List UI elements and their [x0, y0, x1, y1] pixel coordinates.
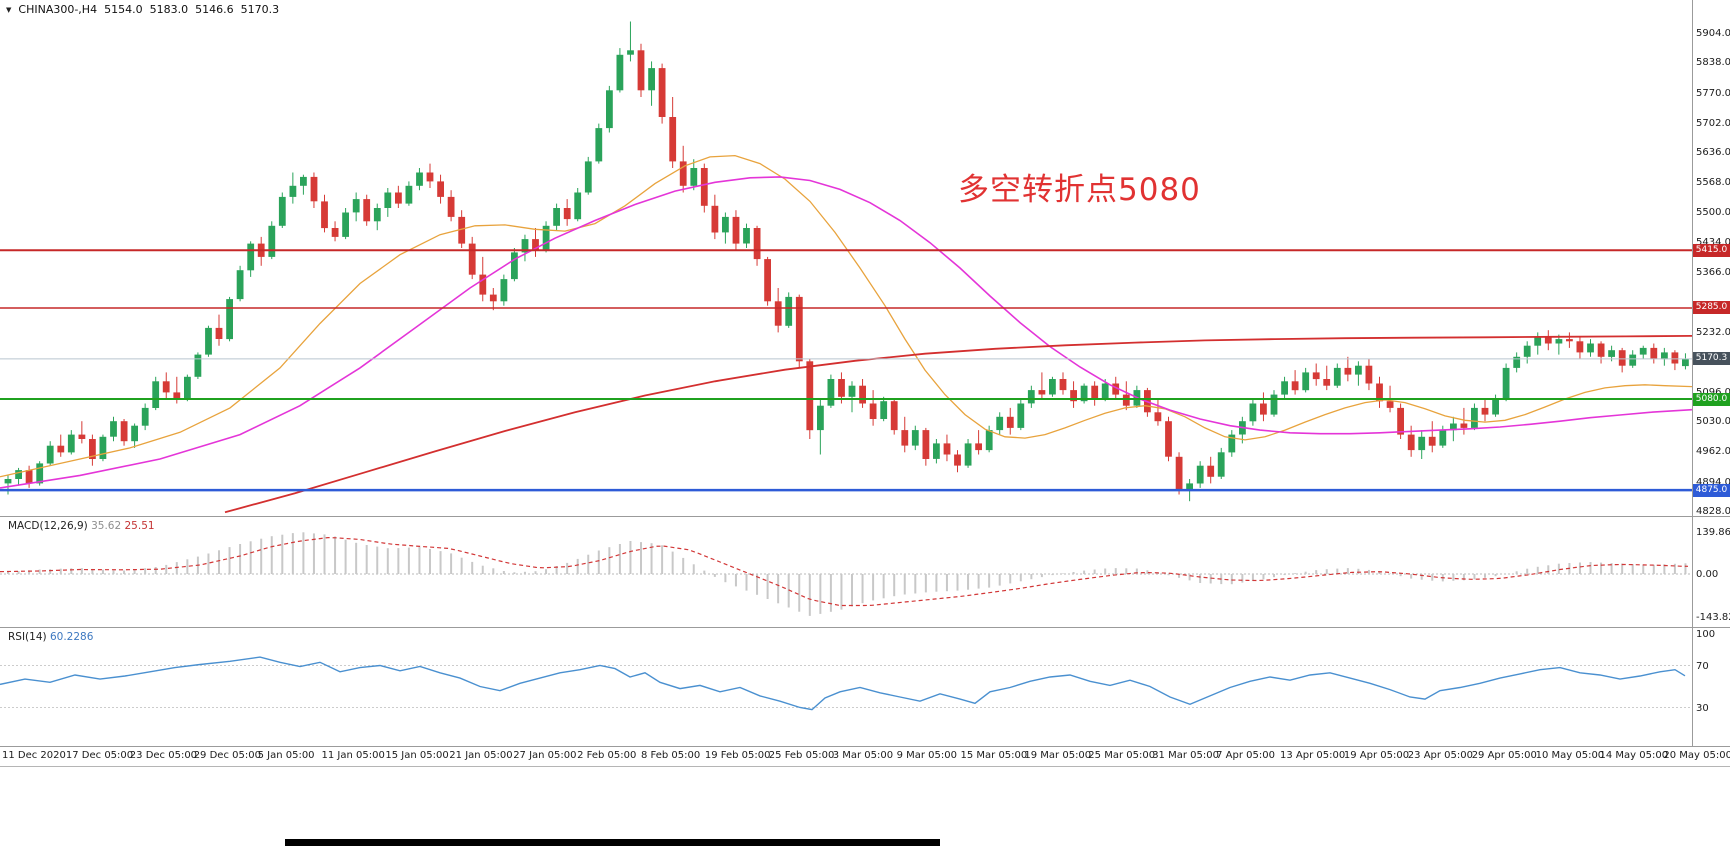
price-tick-label: 5568.0 [1696, 177, 1730, 189]
price-tick-label: 4894.0 [1696, 476, 1730, 488]
panel-divider[interactable] [0, 516, 1730, 517]
chart-bottom-border [0, 766, 1730, 767]
price-tag-5415.0: 5415.0 [1693, 243, 1730, 257]
price-tag-5080.0: 5080.0 [1693, 392, 1730, 406]
date-tick-label: 19 Mar 05:00 [1024, 750, 1092, 761]
price-tag-5285.0: 5285.0 [1693, 301, 1730, 315]
date-tick-label: 25 Feb 05:00 [768, 750, 835, 761]
macd-indicator-label: MACD(12,26,9) 35.62 25.51 [8, 520, 155, 532]
chart-annotation-text: 多空转折点5080 [958, 172, 1201, 208]
macd-tick-label: 0.00 [1696, 569, 1719, 580]
date-tick-label: 9 Mar 05:00 [896, 750, 957, 761]
price-tick-label: 5636.0 [1696, 147, 1730, 159]
panel-divider[interactable] [0, 627, 1730, 628]
date-tick-label: 21 Jan 05:00 [449, 750, 513, 761]
macd-tick-label: 139.86 [1696, 527, 1730, 539]
price-tick-label: 5030.0 [1696, 416, 1730, 428]
price-tick-label: 5232.0 [1696, 326, 1730, 338]
bottom-taskbar-fragment [285, 839, 940, 846]
macd-panel-canvas[interactable] [0, 517, 1730, 627]
price-tick-label: 5702.0 [1696, 117, 1730, 129]
date-tick-label: 29 Dec 05:00 [193, 750, 261, 761]
ohlc-open: 5154.0 [104, 3, 143, 16]
ma-red [224, 335, 1693, 514]
symbol-dropdown-icon[interactable]: ▼ [6, 6, 12, 14]
date-tick-label: 11 Jan 05:00 [321, 750, 385, 761]
symbol-ohlc-bar: ▼ CHINA300-,H4 5154.0 5183.0 5146.6 5170… [6, 3, 279, 16]
date-tick-label: 25 Mar 05:00 [1088, 750, 1156, 761]
date-tick-label: 23 Dec 05:00 [129, 750, 198, 761]
ohlc-high: 5183.0 [149, 3, 189, 16]
date-tick-label: 15 Jan 05:00 [385, 750, 449, 761]
date-tick-label: 17 Dec 05:00 [65, 750, 134, 761]
macd-tick-label: -143.82 [1696, 612, 1730, 624]
price-axis-border [1692, 0, 1693, 747]
macd-histogram [7, 532, 1687, 616]
date-tick-label: 13 Apr 05:00 [1280, 750, 1346, 761]
rsi-line [0, 656, 1686, 711]
date-tick-label: 19 Apr 05:00 [1343, 750, 1410, 761]
macd-value-main: 35.62 [91, 520, 122, 532]
date-tick-label: 23 Apr 05:00 [1407, 750, 1473, 761]
date-tick-label: 15 Mar 05:00 [960, 750, 1028, 761]
price-tick-label: 5500.0 [1696, 207, 1730, 219]
date-tick-label: 3 Mar 05:00 [832, 750, 894, 761]
rsi-tick-label: 30 [1696, 702, 1709, 714]
price-tick-label: 5366.0 [1696, 266, 1730, 278]
date-tick-label: 14 May 05:00 [1599, 750, 1669, 761]
rsi-panel-canvas[interactable] [0, 628, 1730, 746]
price-tick-label: 5434.0 [1696, 236, 1730, 248]
price-tick-label: 5904.0 [1696, 28, 1730, 39]
date-tick-label: 20 May 05:00 [1663, 750, 1730, 761]
date-tick-label: 7 Apr 05:00 [1216, 750, 1275, 761]
date-tick-label: 31 Mar 05:00 [1152, 750, 1219, 761]
macd-name: MACD(12,26,9) [8, 520, 88, 532]
price-tag-4875.0: 4875.0 [1693, 483, 1730, 497]
macd-signal-line [0, 536, 1689, 607]
price-tag-5170.3: 5170.3 [1693, 352, 1730, 366]
date-tick-label: 29 Apr 05:00 [1471, 750, 1537, 761]
date-tick-label: 10 May 05:00 [1535, 750, 1605, 761]
ma-orange [0, 154, 1693, 478]
price-tick-label: 5096.0 [1696, 387, 1730, 398]
date-tick-label: 5 Jan 05:00 [257, 750, 315, 761]
rsi-value: 60.2286 [49, 631, 94, 643]
axis-divider [0, 746, 1730, 747]
symbol-name: CHINA300-,H4 [18, 3, 98, 16]
price-tick-label: 5838.0 [1696, 57, 1730, 69]
rsi-tick-label: 70 [1696, 660, 1709, 672]
ma-magenta [0, 176, 1693, 489]
date-tick-label: 27 Jan 05:00 [513, 750, 577, 761]
price-tick-label: 4828.0 [1696, 505, 1730, 517]
rsi-tick-label: 100 [1696, 629, 1716, 640]
date-tick-label: 2 Feb 05:00 [577, 750, 637, 761]
candles-series [4, 21, 1689, 502]
price-tick-label: 5770.0 [1696, 87, 1730, 99]
price-chart-canvas[interactable] [0, 0, 1730, 516]
date-tick-label: 8 Feb 05:00 [641, 750, 701, 761]
macd-value-signal: 25.51 [124, 520, 155, 532]
ohlc-close: 5170.3 [240, 3, 280, 16]
ohlc-low: 5146.6 [195, 3, 234, 16]
rsi-indicator-label: RSI(14) 60.2286 [8, 631, 93, 643]
price-tick-label: 4962.0 [1696, 446, 1730, 458]
date-tick-label: 19 Feb 05:00 [704, 750, 771, 761]
date-tick-label: 11 Dec 2020 [2, 750, 66, 761]
rsi-name: RSI(14) [8, 631, 47, 643]
